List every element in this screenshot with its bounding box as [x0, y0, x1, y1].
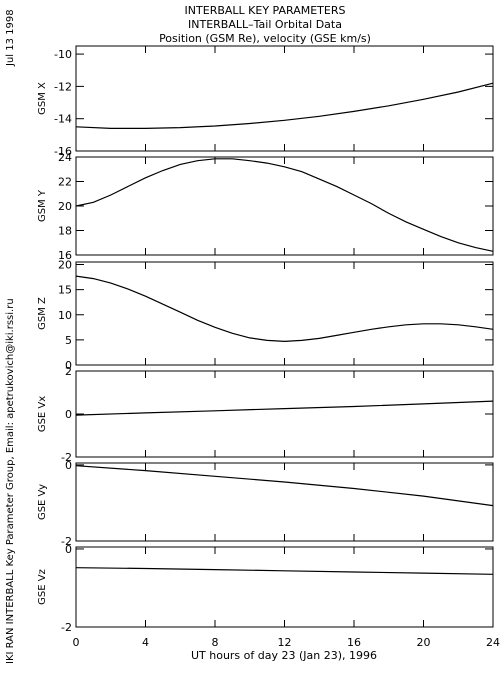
y-tick-label: -10 [54, 48, 72, 61]
y-tick-label: -14 [54, 113, 72, 126]
chart-title: INTERBALL KEY PARAMETERS [185, 4, 346, 17]
y-tick-label: 10 [58, 309, 72, 322]
panel-2: 16 18 20 22 24 GSM Y [37, 151, 494, 262]
panel-frame [75, 261, 494, 366]
y-tick-label: 18 [58, 225, 72, 238]
x-tick-label: 24 [486, 636, 500, 649]
x-tick-label: 8 [212, 636, 219, 649]
x-tick-label: 16 [347, 636, 361, 649]
chart-units-line: Position (GSM Re), velocity (GSE km/s) [159, 32, 371, 45]
series-line [75, 158, 494, 252]
series-line [75, 82, 494, 129]
credit-line: IKI RAN INTERBALL Key Parameter Group, E… [5, 298, 16, 664]
panel-1: -16 -14 -12 -10 GSM X [37, 45, 494, 158]
y-tick-label: 22 [58, 176, 72, 189]
y-tick-label: 0 [65, 459, 72, 472]
x-tick-label: 12 [278, 636, 292, 649]
panel-6: -2 0 GSE Vz [37, 543, 494, 634]
panel-5: -2 0 GSE Vy [37, 459, 494, 548]
x-tick-label: 0 [73, 636, 80, 649]
x-axis-label: UT hours of day 23 (Jan 23), 1996 [191, 649, 377, 662]
x-tick-label: 20 [417, 636, 431, 649]
series-line [75, 400, 494, 416]
y-tick-label: 15 [58, 284, 72, 297]
panel-frame [75, 45, 494, 152]
plot-date: Jul 13 1998 [5, 9, 16, 67]
y-tick-label: 20 [58, 200, 72, 213]
y-tick-label: -2 [61, 451, 72, 464]
y-tick-label: -2 [61, 535, 72, 548]
y-axis-label: GSM Z [37, 297, 48, 330]
y-tick-label: -16 [54, 145, 72, 158]
y-axis-label: GSM Y [37, 189, 48, 222]
panel-frame [75, 370, 494, 458]
y-tick-label: 20 [58, 259, 72, 272]
series-line [75, 275, 494, 343]
y-tick-label: 5 [65, 334, 72, 347]
y-tick-label: 16 [58, 249, 72, 262]
y-tick-label: 0 [65, 543, 72, 556]
series-line [75, 567, 494, 575]
y-tick-label: 24 [58, 151, 72, 164]
y-tick-label: 0 [65, 408, 72, 421]
panel-4: -2 0 2 GSE Vx [37, 365, 494, 464]
panel-frame [75, 156, 494, 256]
y-axis-label: GSE Vy [37, 484, 48, 520]
y-axis-label: GSE Vx [37, 396, 48, 432]
panel-frame [75, 462, 494, 542]
panel-frame [75, 546, 494, 628]
y-tick-label: -2 [61, 621, 72, 634]
y-axis-label: GSM X [37, 82, 48, 115]
chart-subtitle: INTERBALL–Tail Orbital Data [188, 18, 342, 31]
y-tick-label: 2 [65, 365, 72, 378]
panel-3: 0 5 10 15 20 GSM Z [37, 259, 494, 372]
x-tick-label: 4 [142, 636, 149, 649]
series-line [75, 465, 494, 507]
y-axis-label: GSE Vz [37, 569, 48, 605]
y-tick-label: -12 [54, 80, 72, 93]
y-tick-label: 0 [65, 359, 72, 372]
